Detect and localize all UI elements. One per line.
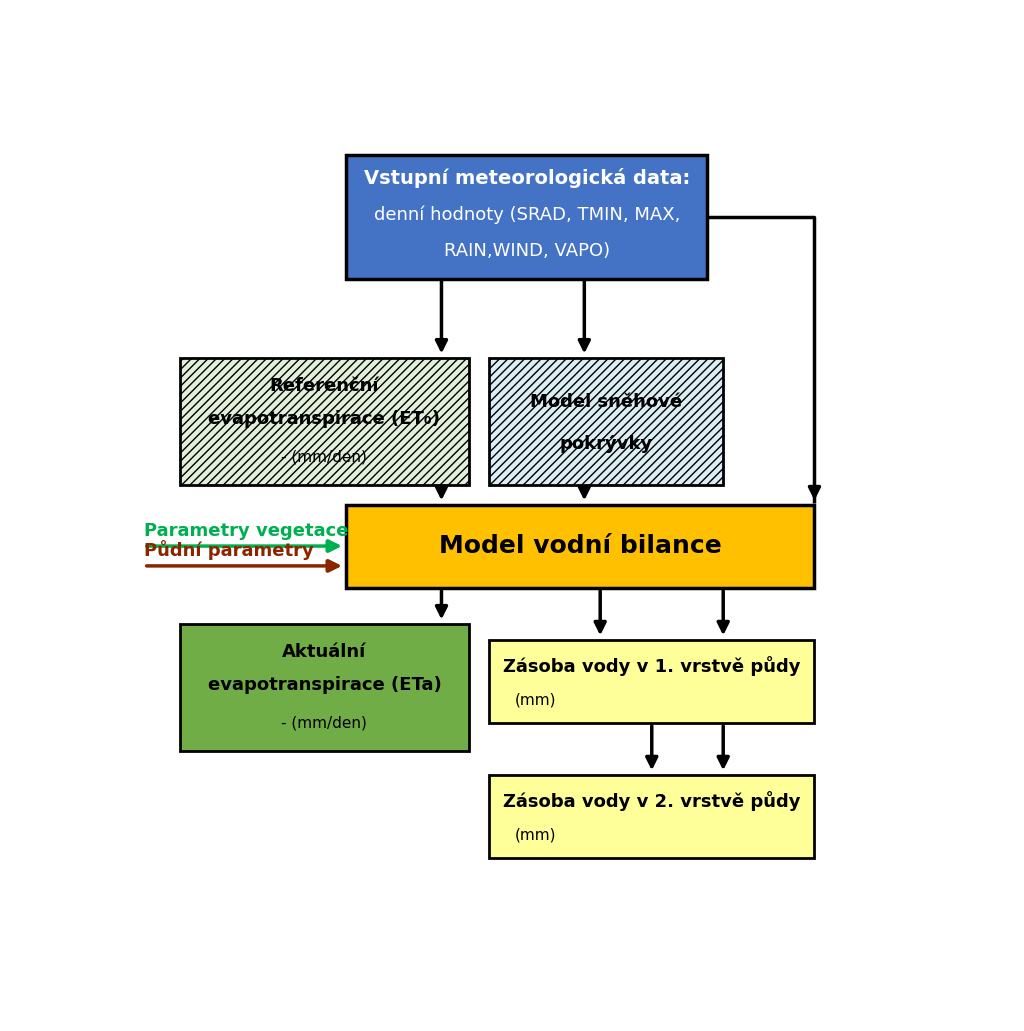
Bar xyxy=(489,774,814,858)
Text: (mm): (mm) xyxy=(515,827,557,842)
Text: Parametry vegetace: Parametry vegetace xyxy=(143,522,348,539)
Text: Model sněhové: Model sněhové xyxy=(530,394,682,411)
Text: evapotranspirace (ETa): evapotranspirace (ETa) xyxy=(208,676,441,694)
Text: - (mm/den): - (mm/den) xyxy=(282,716,368,730)
Text: RAIN,WIND, VAPO): RAIN,WIND, VAPO) xyxy=(443,242,610,261)
Text: (mm): (mm) xyxy=(515,692,557,707)
Bar xyxy=(179,624,469,751)
Text: evapotranspirace (ET₀): evapotranspirace (ET₀) xyxy=(209,410,440,428)
Text: denní hodnoty (SRAD, TMIN, MAX,: denní hodnoty (SRAD, TMIN, MAX, xyxy=(374,205,680,224)
Text: Půdní parametry: Půdní parametry xyxy=(143,539,313,560)
Text: Model vodní bilance: Model vodní bilance xyxy=(439,534,722,559)
Bar xyxy=(179,358,469,485)
Bar xyxy=(346,156,708,278)
Text: Vstupní meteorologická data:: Vstupní meteorologická data: xyxy=(364,168,690,188)
Text: Zásoba vody v 1. vrstvě půdy: Zásoba vody v 1. vrstvě půdy xyxy=(503,657,801,676)
Text: - (mm/den): - (mm/den) xyxy=(282,450,368,465)
Bar xyxy=(489,358,723,485)
Bar xyxy=(489,639,814,723)
Text: Zásoba vody v 2. vrstvě půdy: Zásoba vody v 2. vrstvě půdy xyxy=(503,792,801,811)
Text: pokrývky: pokrývky xyxy=(559,435,652,454)
Text: Aktuální: Aktuální xyxy=(283,642,367,661)
Bar xyxy=(346,505,814,588)
Text: Referenční: Referenční xyxy=(269,377,379,395)
